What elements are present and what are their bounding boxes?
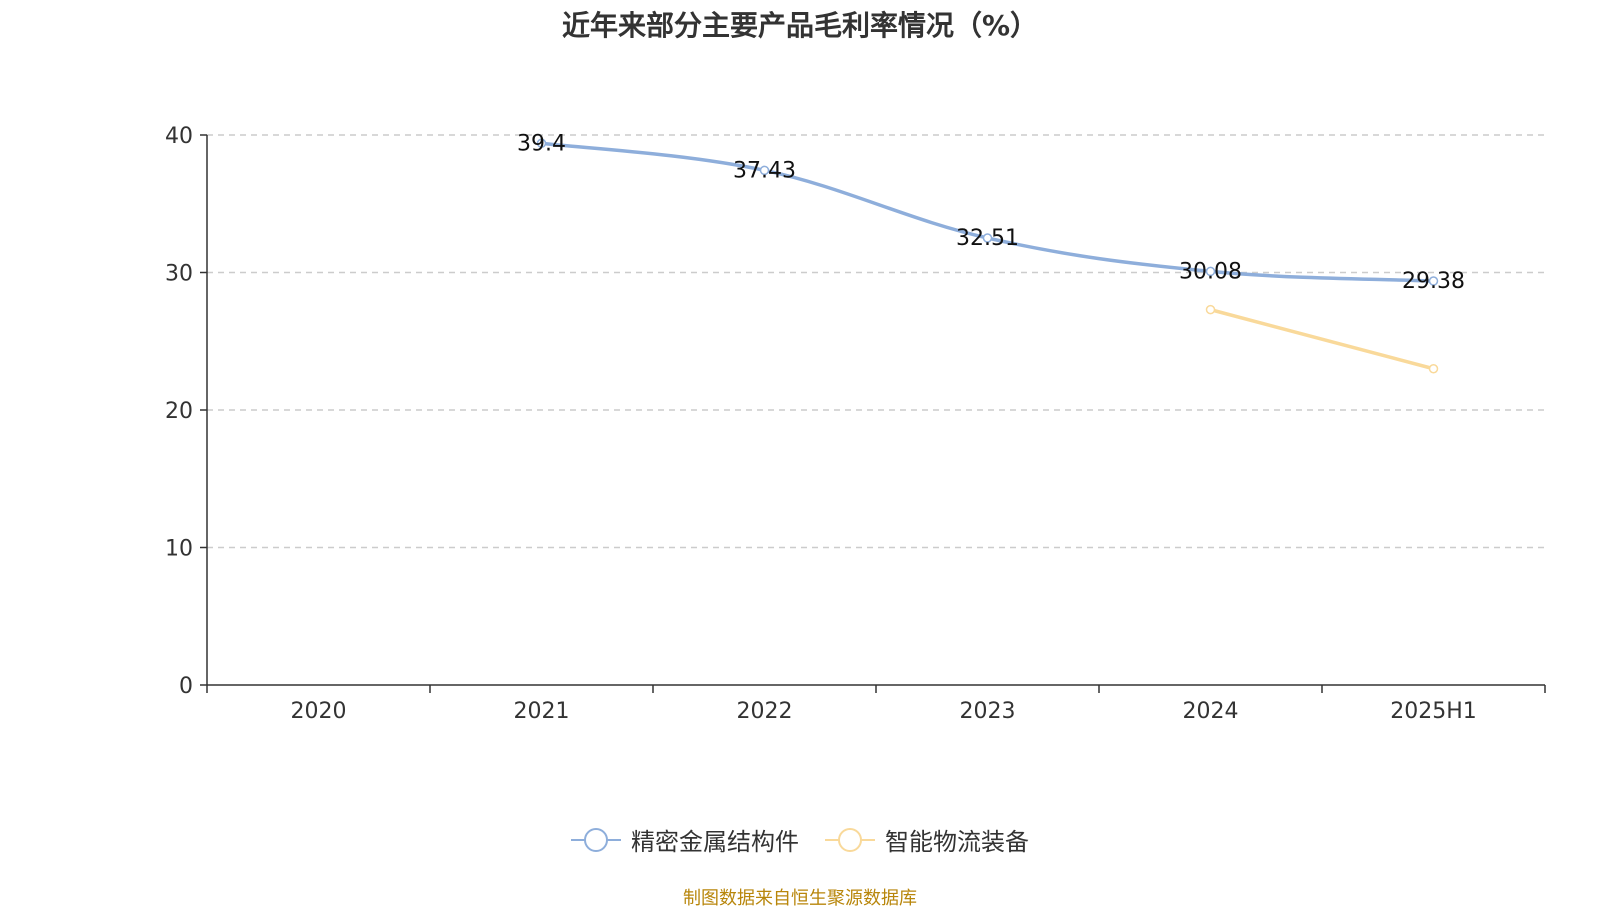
- data-label: 29.38: [1402, 269, 1465, 294]
- data-point: [1428, 364, 1439, 374]
- legend-label-1: 智能物流装备: [885, 828, 1029, 856]
- data-label: 37.43: [733, 158, 796, 183]
- axes: 0 10 20 30 40 2020 2021 2022 2023 2024 2025H1: [165, 124, 1546, 724]
- legend-swatch-0: [571, 827, 621, 852]
- legend-label-0: 精密金属结构件: [631, 828, 799, 856]
- series-line-0: [541, 141, 1434, 283]
- y-tick-label: 20: [165, 399, 193, 424]
- data-point: [1428, 276, 1439, 286]
- gridlines: [207, 134, 1545, 549]
- chart-title: 近年来部分主要产品毛利率情况（%）: [561, 9, 1039, 42]
- data-point: [536, 138, 547, 148]
- y-tick-label: 0: [179, 674, 193, 699]
- series-lines: [536, 138, 1439, 374]
- source-note: 制图数据来自恒生聚源数据库: [683, 888, 917, 909]
- data-point: [1205, 304, 1216, 315]
- data-point: [1205, 266, 1216, 277]
- data-point: [759, 165, 770, 176]
- data-label: 30.08: [1179, 259, 1242, 284]
- x-tick-label: 2023: [960, 699, 1016, 724]
- data-label: 32.51: [956, 226, 1019, 251]
- legend-swatch-1: [825, 827, 875, 852]
- data-point: [982, 233, 993, 243]
- series-line-1: [1210, 307, 1434, 371]
- legend-item-series-1[interactable]: 智能物流装备: [825, 822, 1029, 857]
- legend-item-series-0[interactable]: 精密金属结构件: [571, 822, 799, 857]
- y-tick-label: 40: [165, 124, 193, 149]
- x-tick-label: 2020: [291, 699, 347, 724]
- data-label: 39.4: [517, 131, 566, 156]
- y-tick-label: 10: [165, 537, 193, 562]
- x-tick-label: 2021: [514, 699, 570, 724]
- x-tick-label: 2024: [1183, 699, 1239, 724]
- x-tick-label: 2025H1: [1390, 699, 1477, 724]
- x-tick-label: 2022: [737, 699, 793, 724]
- y-tick-label: 30: [165, 262, 193, 287]
- data-labels: 39.4 37.43 32.51 30.08 29.38: [517, 131, 1465, 294]
- legend: 精密金属结构件 智能物流装备: [0, 822, 1600, 857]
